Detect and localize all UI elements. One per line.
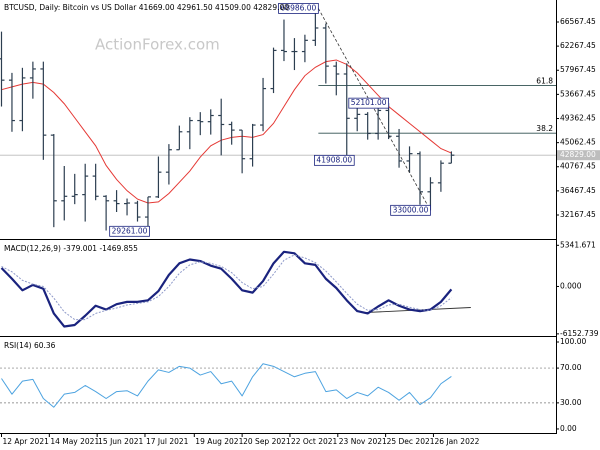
y-tick-label: 32167.45 bbox=[560, 210, 596, 219]
main-layer: 66567.45 62267.45 57967.45 53667.45 49362.45… bbox=[0, 3, 600, 446]
price-annotation: 29261.00 bbox=[112, 226, 148, 235]
trendline bbox=[318, 8, 431, 211]
y-tick-label: 66567.45 bbox=[560, 17, 596, 26]
indicator-line bbox=[1, 254, 452, 321]
x-tick-label: 19 Aug 2021 bbox=[195, 437, 243, 446]
y-tick-label: 57967.45 bbox=[560, 65, 596, 74]
y-tick-label: 70.00 bbox=[560, 363, 582, 372]
x-tick-label: 15 Jun 2021 bbox=[98, 437, 143, 446]
price-annotation-box bbox=[278, 3, 319, 14]
y-tick-label: 53667.45 bbox=[560, 89, 596, 98]
moving-average bbox=[1, 59, 452, 204]
y-tick-label: -6152.739 bbox=[560, 329, 599, 338]
x-tick-label: 20 Sep 2021 bbox=[243, 437, 291, 446]
y-tick-label: 36467.45 bbox=[560, 186, 596, 195]
x-tick-label: 14 May 2021 bbox=[50, 437, 99, 446]
fib-label: 61.8 bbox=[536, 77, 553, 86]
indicator-line bbox=[1, 363, 452, 408]
y-tick-label: 5341.671 bbox=[560, 240, 596, 249]
last-price-box bbox=[557, 150, 600, 161]
price-annotation: 52101.00 bbox=[351, 98, 387, 107]
panel-title: MACD(12,26,9) -379.001 -1469.855 bbox=[4, 244, 138, 253]
price-annotation: 41908.00 bbox=[316, 155, 352, 164]
x-tick-label: 17 Jul 2021 bbox=[146, 437, 189, 446]
last-price-label: 42829.00 bbox=[560, 150, 596, 159]
panel-title: RSI(14) 60.36 bbox=[4, 341, 56, 350]
fib-label: 38.2 bbox=[536, 124, 553, 133]
price-annotation-box bbox=[348, 97, 390, 109]
y-tick-label: 62267.45 bbox=[560, 41, 596, 50]
x-tick-label: 22 Oct 2021 bbox=[291, 437, 338, 446]
y-tick-label: 100.00 bbox=[560, 337, 586, 346]
chart-title: BTCUSD, Daily: Bitcoin vs US Dollar 4166… bbox=[4, 3, 289, 12]
price-annotation: 68986.00 bbox=[281, 3, 317, 12]
watermark: ActionForex.com bbox=[95, 36, 220, 54]
y-tick-label: 0.000 bbox=[560, 281, 582, 290]
price-annotation-box bbox=[390, 204, 431, 216]
x-tick-label: 25 Dec 2021 bbox=[387, 437, 435, 446]
indicator-line bbox=[0, 250, 453, 328]
x-tick-label: 23 Nov 2021 bbox=[339, 437, 387, 446]
x-tick-label: 26 Jan 2022 bbox=[434, 437, 479, 446]
price-annotation: 33000.00 bbox=[393, 205, 429, 214]
y-tick-label: 49362.45 bbox=[560, 114, 596, 123]
y-tick-label: 45062.45 bbox=[560, 138, 596, 147]
price-annotation-box bbox=[314, 154, 355, 166]
y-tick-label: 30.00 bbox=[560, 398, 582, 407]
y-tick-label: 40767.45 bbox=[560, 162, 596, 171]
price-annotation-box bbox=[109, 225, 150, 237]
x-tick-label: 12 Apr 2021 bbox=[2, 437, 49, 446]
y-tick-label: 0.00 bbox=[560, 424, 577, 433]
